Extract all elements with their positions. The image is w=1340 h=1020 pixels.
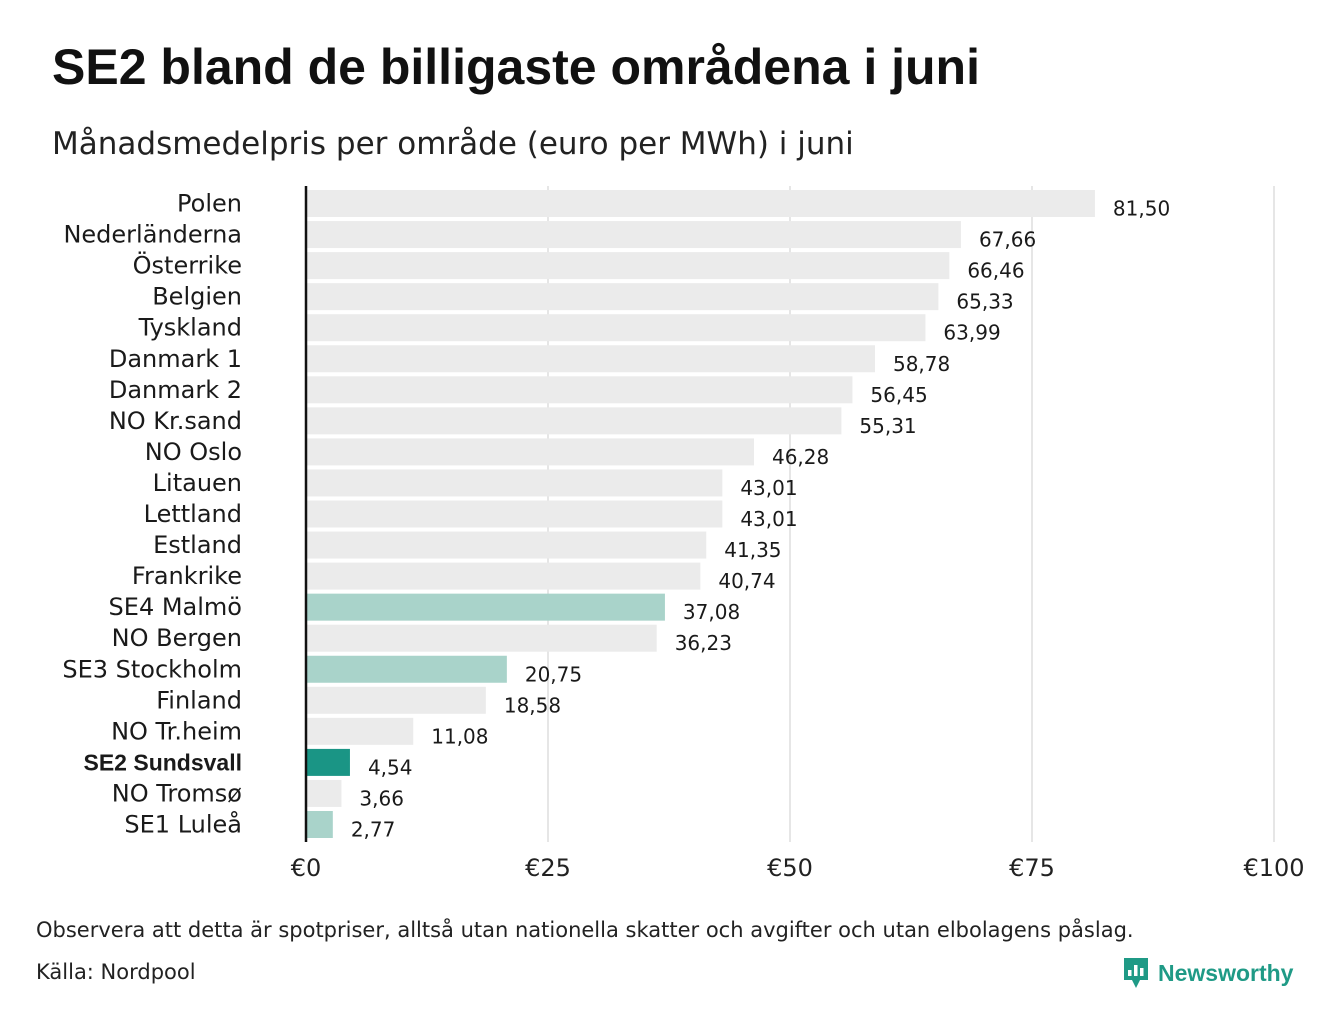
bar-8 <box>306 438 754 466</box>
bar-20 <box>306 811 333 838</box>
bar-3 <box>306 283 939 311</box>
bar-15 <box>306 655 507 683</box>
value-label-2: 66,46 <box>967 259 1024 283</box>
value-label-18: 4,54 <box>368 755 413 779</box>
x-tick-label-0: €0 <box>291 854 322 882</box>
bar-10 <box>306 500 723 528</box>
bar-5 <box>306 345 875 373</box>
bar-4 <box>306 314 926 342</box>
category-label-0: Polen <box>177 190 242 218</box>
value-label-1: 67,66 <box>979 228 1036 252</box>
bar-chart-badge-icon <box>1124 958 1148 988</box>
bar-0 <box>306 190 1095 217</box>
category-label-13: SE4 Malmö <box>109 593 242 621</box>
brand-name: Newsworthy <box>1158 959 1294 986</box>
chart-title: SE2 bland de billigaste områdena i juni <box>52 39 980 95</box>
bar-19 <box>306 779 342 807</box>
category-label-15: SE3 Stockholm <box>62 655 242 683</box>
category-label-11: Estland <box>153 531 242 559</box>
category-label-4: Tyskland <box>138 314 242 342</box>
value-label-11: 41,35 <box>724 538 781 562</box>
bar-18 <box>306 748 350 776</box>
x-tick-label-25: €25 <box>525 854 571 882</box>
bar-7 <box>306 407 842 435</box>
bar-9 <box>306 469 723 497</box>
category-label-14: NO Bergen <box>112 624 242 652</box>
category-label-12: Frankrike <box>132 562 242 590</box>
bar-12 <box>306 562 701 590</box>
category-label-20: SE1 Luleå <box>124 810 242 839</box>
chart-subtitle: Månadsmedelpris per område (euro per MWh… <box>52 126 854 162</box>
footnote: Observera att detta är spotpriser, allts… <box>36 918 1134 942</box>
value-label-17: 11,08 <box>431 724 488 748</box>
bar-11 <box>306 531 707 559</box>
value-label-14: 36,23 <box>675 631 732 655</box>
category-label-7: NO Kr.sand <box>109 407 242 435</box>
value-label-20: 2,77 <box>351 818 396 842</box>
value-label-0: 81,50 <box>1113 197 1170 221</box>
source-note: Källa: Nordpool <box>36 960 196 984</box>
category-label-3: Belgien <box>152 283 242 311</box>
value-label-10: 43,01 <box>740 507 797 531</box>
bar-2 <box>306 252 950 280</box>
x-tick-label-100: €100 <box>1243 854 1304 882</box>
category-label-9: Litauen <box>153 469 242 497</box>
x-tick-label-50: €50 <box>767 854 813 882</box>
value-label-3: 65,33 <box>956 290 1013 314</box>
category-label-10: Lettland <box>144 500 242 528</box>
bar-1 <box>306 221 961 249</box>
x-axis-tick-labels: €0 €25 €50 €75 €100 <box>291 854 1305 882</box>
category-label-6: Danmark 2 <box>109 376 242 404</box>
bar-14 <box>306 624 657 652</box>
value-label-19: 3,66 <box>359 786 404 810</box>
category-label-19: NO Tromsø <box>112 779 242 807</box>
x-tick-label-75: €75 <box>1009 854 1055 882</box>
bar-13 <box>306 593 665 621</box>
value-label-7: 55,31 <box>859 414 916 438</box>
brand-logo: Newsworthy <box>1122 954 1293 992</box>
bar-16 <box>306 686 486 714</box>
value-label-9: 43,01 <box>740 476 797 500</box>
category-label-5: Danmark 1 <box>109 345 242 373</box>
bars <box>306 190 1095 838</box>
value-label-16: 18,58 <box>504 693 561 717</box>
value-label-13: 37,08 <box>683 600 740 624</box>
value-label-15: 20,75 <box>525 662 582 686</box>
bar-6 <box>306 376 853 404</box>
category-label-16: Finland <box>156 686 242 714</box>
value-label-12: 40,74 <box>718 569 775 593</box>
value-label-5: 58,78 <box>893 352 950 376</box>
category-label-17: NO Tr.heim <box>111 717 242 745</box>
value-label-6: 56,45 <box>870 383 927 407</box>
category-label-1: Nederländerna <box>63 221 242 249</box>
category-label-18: SE2 Sundsvall <box>83 749 242 775</box>
category-label-8: NO Oslo <box>145 438 242 466</box>
category-label-2: Österrike <box>133 251 242 280</box>
bar-17 <box>306 717 414 745</box>
value-label-8: 46,28 <box>772 445 829 469</box>
value-label-4: 63,99 <box>943 321 1000 345</box>
value-labels: 81,50 67,66 66,46 65,33 63,99 58,78 56,45 55,31… <box>351 197 1170 842</box>
